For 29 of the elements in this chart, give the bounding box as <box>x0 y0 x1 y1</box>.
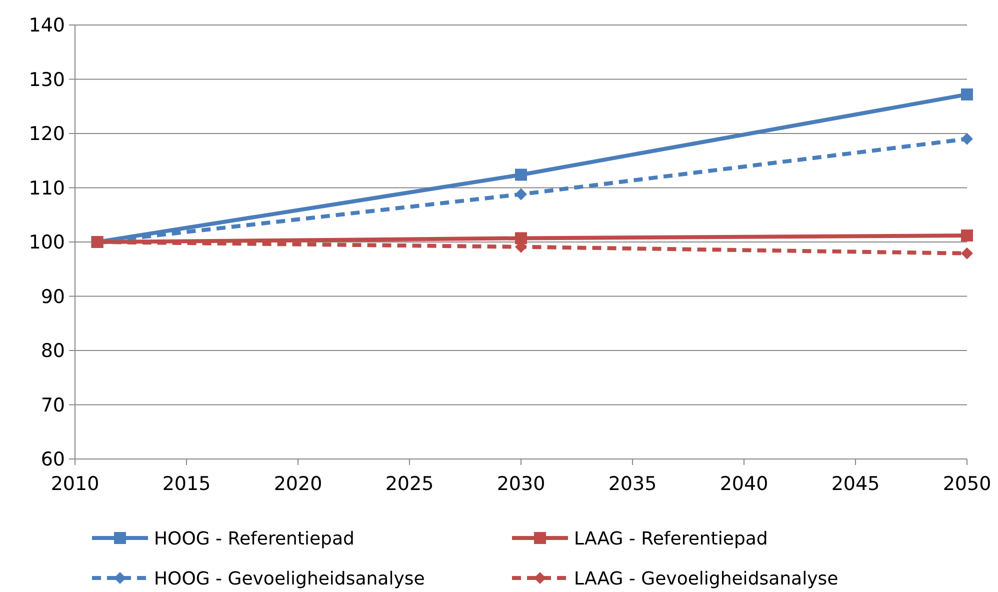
y-tick-label: 80 <box>40 340 65 362</box>
y-tick-label: 70 <box>40 394 65 416</box>
legend-label: HOOG - Referentiepad <box>154 528 354 550</box>
x-tick-label: 2030 <box>496 473 546 495</box>
y-tick-label: 90 <box>40 286 65 308</box>
y-tick-label: 130 <box>28 68 65 91</box>
y-tick-label: 120 <box>28 123 65 146</box>
point <box>515 168 527 181</box>
x-tick-label: 2025 <box>385 473 434 495</box>
x-tick-label: 2015 <box>162 473 211 495</box>
point <box>961 229 973 242</box>
y-tick-label: 60 <box>40 448 65 471</box>
x-tick-label: 2035 <box>608 473 657 495</box>
x-tick-label: 2020 <box>274 473 322 495</box>
x-tick-label: 2045 <box>831 473 880 495</box>
point <box>961 88 973 100</box>
x-tick-label: 2040 <box>720 473 768 495</box>
y-tick-label: 100 <box>28 232 65 254</box>
x-tick-label: 2050 <box>942 473 992 495</box>
point <box>961 132 973 145</box>
point <box>515 188 527 200</box>
x-tick-label: 2010 <box>50 473 100 495</box>
point <box>515 232 527 244</box>
legend-label: HOOG - Gevoeligheidsanalyse <box>154 568 425 590</box>
point <box>961 247 973 260</box>
y-tick-label: 110 <box>28 177 65 200</box>
legend-label: LAAG - Referentiepad <box>574 528 768 550</box>
y-tick-label: 140 <box>28 14 65 37</box>
legend-label: LAAG - Gevoeligheidsanalyse <box>574 568 838 590</box>
